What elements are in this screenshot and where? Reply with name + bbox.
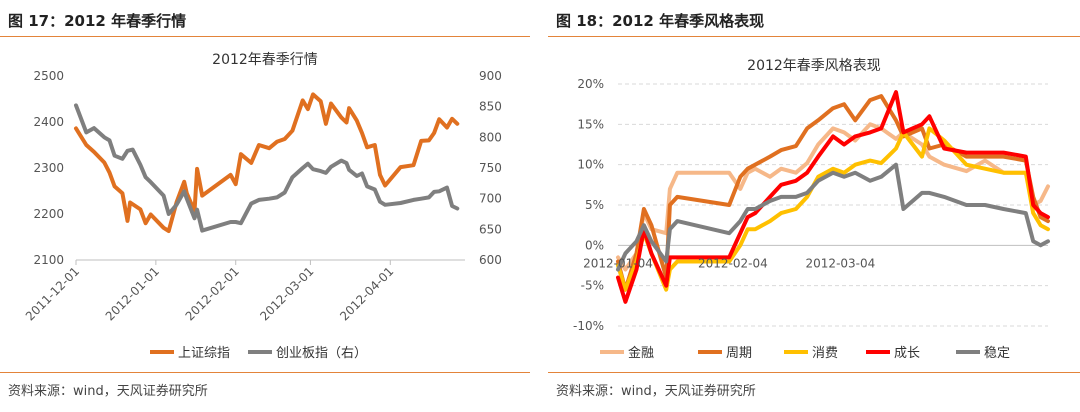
legend-label-1: 创业板指（右） xyxy=(276,346,367,361)
x-tick-label: 2011-12-01 xyxy=(23,264,82,323)
source-note: 资料来源：wind，天风证券研究所 xyxy=(8,384,208,399)
figure-caption: 图 18：2012 年春季风格表现 xyxy=(556,12,765,30)
y-right-tick-label: 900 xyxy=(479,69,502,83)
legend-label-3: 成长 xyxy=(894,346,920,361)
y-right-tick-label: 600 xyxy=(479,253,502,267)
source-rule xyxy=(548,372,1080,373)
caption-rule xyxy=(0,36,530,37)
y-right-tick-label: 850 xyxy=(479,100,502,114)
chart-title: 2012年春季行情 xyxy=(212,52,318,68)
y-tick-label: 20% xyxy=(577,77,604,91)
x-tick-label: 2012-02-04 xyxy=(698,256,768,270)
legend-label-0: 上证综指 xyxy=(178,346,230,361)
y-right-tick-label: 650 xyxy=(479,222,502,236)
y-left-tick-label: 2200 xyxy=(33,207,64,221)
y-left-tick-label: 2400 xyxy=(33,115,64,129)
caption-rule xyxy=(548,36,1080,37)
x-tick-label: 2012-02-01 xyxy=(183,264,242,323)
y-tick-label: 10% xyxy=(577,158,604,172)
y-tick-label: 5% xyxy=(585,198,604,212)
y-right-tick-label: 700 xyxy=(479,192,502,206)
y-left-tick-label: 2300 xyxy=(33,161,64,175)
figure-18-panel: 图 18：2012 年春季风格表现 2012年春季风格表现 -10% -5% 0% 5%… xyxy=(548,0,1080,412)
spring-market-chart: 2012年春季行情 2100 2200 2300 2400 2500 600 650 700 75… xyxy=(23,52,502,361)
legend-label-0: 金融 xyxy=(628,345,654,361)
figure-caption: 图 17：2012 年春季行情 xyxy=(8,12,187,30)
y-left-tick-label: 2500 xyxy=(33,69,64,83)
x-tick-label: 2012-04-01 xyxy=(337,264,396,323)
y-tick-label: 0% xyxy=(585,238,604,252)
x-tick-label: 2012-03-01 xyxy=(257,264,316,323)
legend-label-1: 周期 xyxy=(726,346,752,361)
source-rule xyxy=(0,372,530,373)
legend-label-2: 消费 xyxy=(812,346,838,361)
source-note: 资料来源：wind，天风证券研究所 xyxy=(556,384,756,399)
y-right-tick-label: 750 xyxy=(479,161,502,175)
y-tick-label: -5% xyxy=(581,279,604,293)
y-right-tick-label: 800 xyxy=(479,130,502,144)
x-tick-label: 2012-01-04 xyxy=(583,256,653,270)
series-line-4 xyxy=(616,162,1050,272)
y-tick-label: -10% xyxy=(573,319,604,333)
y-tick-label: 15% xyxy=(577,117,604,131)
series-line-1 xyxy=(74,103,460,233)
series-line-0 xyxy=(74,92,460,233)
series-line-3 xyxy=(616,90,1050,304)
x-tick-label: 2012-01-01 xyxy=(103,264,162,323)
legend-label-4: 稳定 xyxy=(984,345,1010,361)
figure-17-panel: 图 17：2012 年春季行情 2012年春季行情 2100 2200 2300 240… xyxy=(0,0,530,412)
y-left-tick-label: 2100 xyxy=(33,253,64,267)
chart-title: 2012年春季风格表现 xyxy=(747,58,881,74)
x-tick-label: 2012-03-04 xyxy=(806,256,876,270)
style-performance-chart: 2012年春季风格表现 -10% -5% 0% 5% 10% 15% 20% 2012-01-0… xyxy=(573,58,1050,361)
